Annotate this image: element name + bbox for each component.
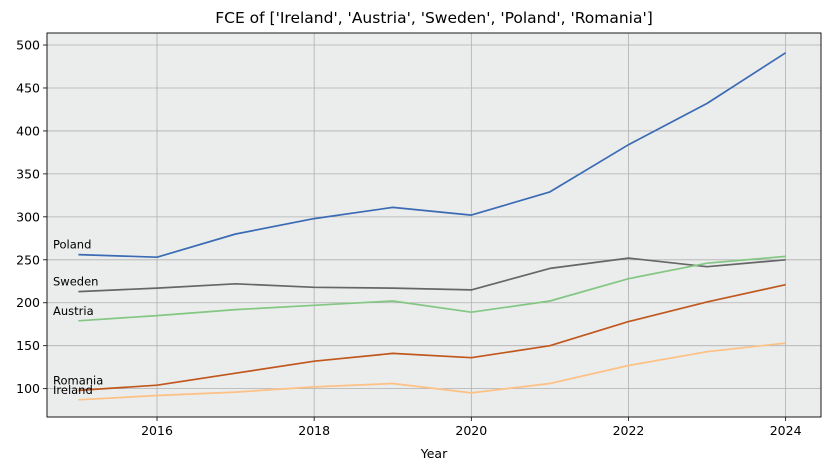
series-label-sweden: Sweden <box>53 275 98 289</box>
series-line-sweden <box>78 257 786 293</box>
series-line-poland <box>78 52 787 259</box>
y-tick-label: 350 <box>16 166 40 181</box>
x-tick-label: 2024 <box>770 423 802 438</box>
y-tick-label: 100 <box>16 381 40 396</box>
series-label-austria: Austria <box>53 304 94 318</box>
x-axis-label: Year <box>420 446 448 461</box>
x-tick-label: 2018 <box>298 423 330 438</box>
y-tick-label: 150 <box>16 338 40 353</box>
y-axis-ticks: 100 150 200 250 300 350 400 450 500 <box>16 38 47 396</box>
chart-title: FCE of ['Ireland', 'Austria', 'Sweden', … <box>215 9 653 27</box>
y-tick-label: 400 <box>16 123 40 138</box>
x-tick-label: 2022 <box>613 423 645 438</box>
y-tick-label: 450 <box>16 80 40 95</box>
series-label-romania: Romania <box>53 373 103 387</box>
plot-frame <box>46 32 822 418</box>
series-label-poland: Poland <box>53 238 91 252</box>
y-tick-label: 300 <box>16 209 40 224</box>
series-lines <box>78 52 787 401</box>
series-line-austria <box>78 255 786 322</box>
plot-background <box>47 33 821 417</box>
x-tick-label: 2020 <box>455 423 487 438</box>
series-line-romania <box>78 283 786 392</box>
series-line-ireland <box>78 342 786 401</box>
x-tick-label: 2016 <box>141 423 173 438</box>
series-label-ireland: Ireland <box>53 383 93 397</box>
y-tick-label: 250 <box>16 252 40 267</box>
x-axis-ticks: 2016 2018 2020 2022 2024 <box>141 417 802 438</box>
y-tick-label: 500 <box>16 38 40 53</box>
y-tick-label: 200 <box>16 295 40 310</box>
